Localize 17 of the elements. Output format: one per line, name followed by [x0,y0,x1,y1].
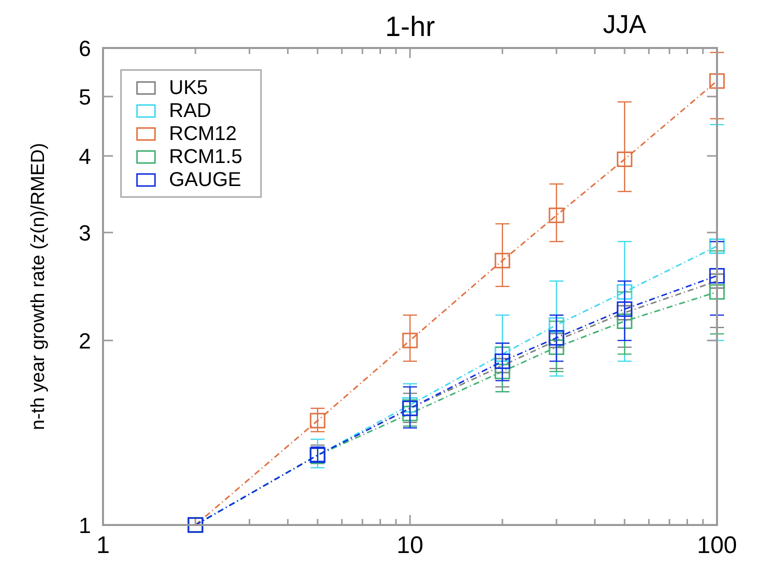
legend-label: UK5 [169,77,208,99]
y-axis-title: n-th year growth rate (z(n)/RMED) [28,142,49,430]
legend-label: RCM1.5 [169,146,242,168]
legend-label: GAUGE [169,169,242,191]
y-tick-label: 4 [78,144,91,169]
legend-label: RAD [169,100,212,122]
x-tick-label: 10 [396,532,424,559]
y-tick-label: 2 [78,328,91,354]
y-tick-label: 6 [78,36,91,61]
x-tick-label: 100 [696,532,738,559]
y-tick-label: 3 [78,220,91,246]
y-tick-label: 5 [78,84,91,110]
text: JJA [602,9,647,39]
y-tick-label: 1 [78,513,91,538]
x-tick-label: 1 [96,532,110,559]
chart-title: 1-hr [385,11,435,42]
legend-label: RCM12 [169,123,237,145]
